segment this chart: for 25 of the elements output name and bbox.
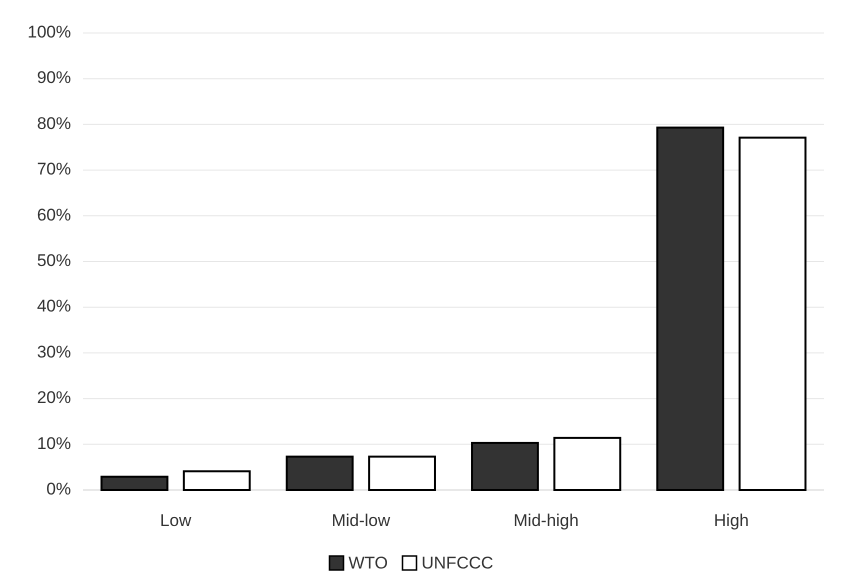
bar [286,456,354,491]
bar [553,436,622,491]
x-tick-label: High [714,511,749,530]
y-tick-label: 10% [36,434,71,453]
bar [100,476,168,491]
x-tick-label: Low [160,511,192,530]
bar [738,136,806,491]
legend-label: UNFCCC [422,553,494,572]
y-tick-label: 30% [36,342,71,362]
y-tick-label: 40% [36,296,71,316]
y-tick-label: 60% [36,205,71,224]
y-tick-label: 20% [36,388,71,408]
bar [182,470,251,491]
y-tick-label: 0% [46,479,71,498]
x-tick-label: Mid-low [332,511,391,530]
bar [368,456,436,491]
y-tick-label: 90% [36,68,71,88]
bar [656,126,724,491]
legend-label: WTO [348,553,388,572]
y-tick-label: 100% [28,22,71,42]
y-tick-label: 80% [36,114,71,133]
y-tick-label: 50% [36,250,71,270]
bar [471,442,539,491]
x-tick-label: Mid-high [514,511,579,530]
y-tick-label: 70% [36,160,71,179]
